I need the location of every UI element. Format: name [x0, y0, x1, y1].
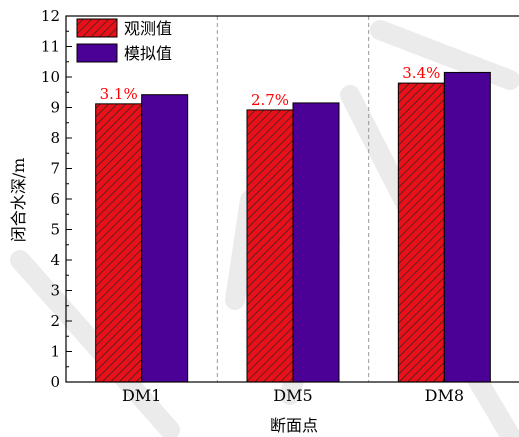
y-tick-label: 3 — [50, 282, 60, 300]
bar-simulated — [141, 94, 189, 383]
y-tick-label: 9 — [50, 99, 60, 117]
y-tick-label: 4 — [50, 251, 60, 269]
y-tick-label: 7 — [50, 160, 60, 178]
y-tick-label: 5 — [50, 221, 60, 239]
x-tick-label: DM1 — [122, 386, 161, 405]
y-tick-label: 11 — [41, 38, 60, 56]
x-tick-label: DM5 — [273, 386, 312, 405]
bar-observed — [95, 103, 143, 383]
bar-annotation: 3.1% — [100, 85, 138, 103]
y-tick-label: 1 — [50, 343, 60, 361]
y-axis-title: 闭合水深/m — [9, 158, 28, 243]
bars — [95, 71, 491, 383]
bar-annotations: 3.1% 2.7% 3.4% — [100, 64, 441, 109]
bar-observed — [397, 82, 445, 383]
y-tick-label: 10 — [41, 68, 60, 86]
bar-annotation: 3.4% — [402, 64, 440, 82]
legend-label-simulated: 模拟值 — [124, 44, 172, 63]
y-tick-label: 2 — [50, 312, 60, 330]
y-tick-label: 8 — [50, 129, 60, 147]
bar-simulated — [292, 102, 340, 383]
y-tick-label: 6 — [50, 190, 60, 208]
y-tick-label: 12 — [41, 7, 60, 25]
legend-swatch-observed — [76, 18, 118, 38]
x-axis-title: 断面点 — [270, 416, 318, 435]
legend: 观测值 模拟值 — [76, 18, 172, 63]
y-tick-label: 0 — [50, 373, 60, 391]
bar-observed — [246, 109, 294, 383]
bar-annotation: 2.7% — [251, 91, 289, 109]
legend-swatch-simulated — [76, 43, 118, 63]
x-tick-label: DM8 — [425, 386, 464, 405]
category-separators — [216, 16, 370, 382]
legend-label-observed: 观测值 — [124, 19, 172, 38]
bar-simulated — [443, 71, 491, 383]
